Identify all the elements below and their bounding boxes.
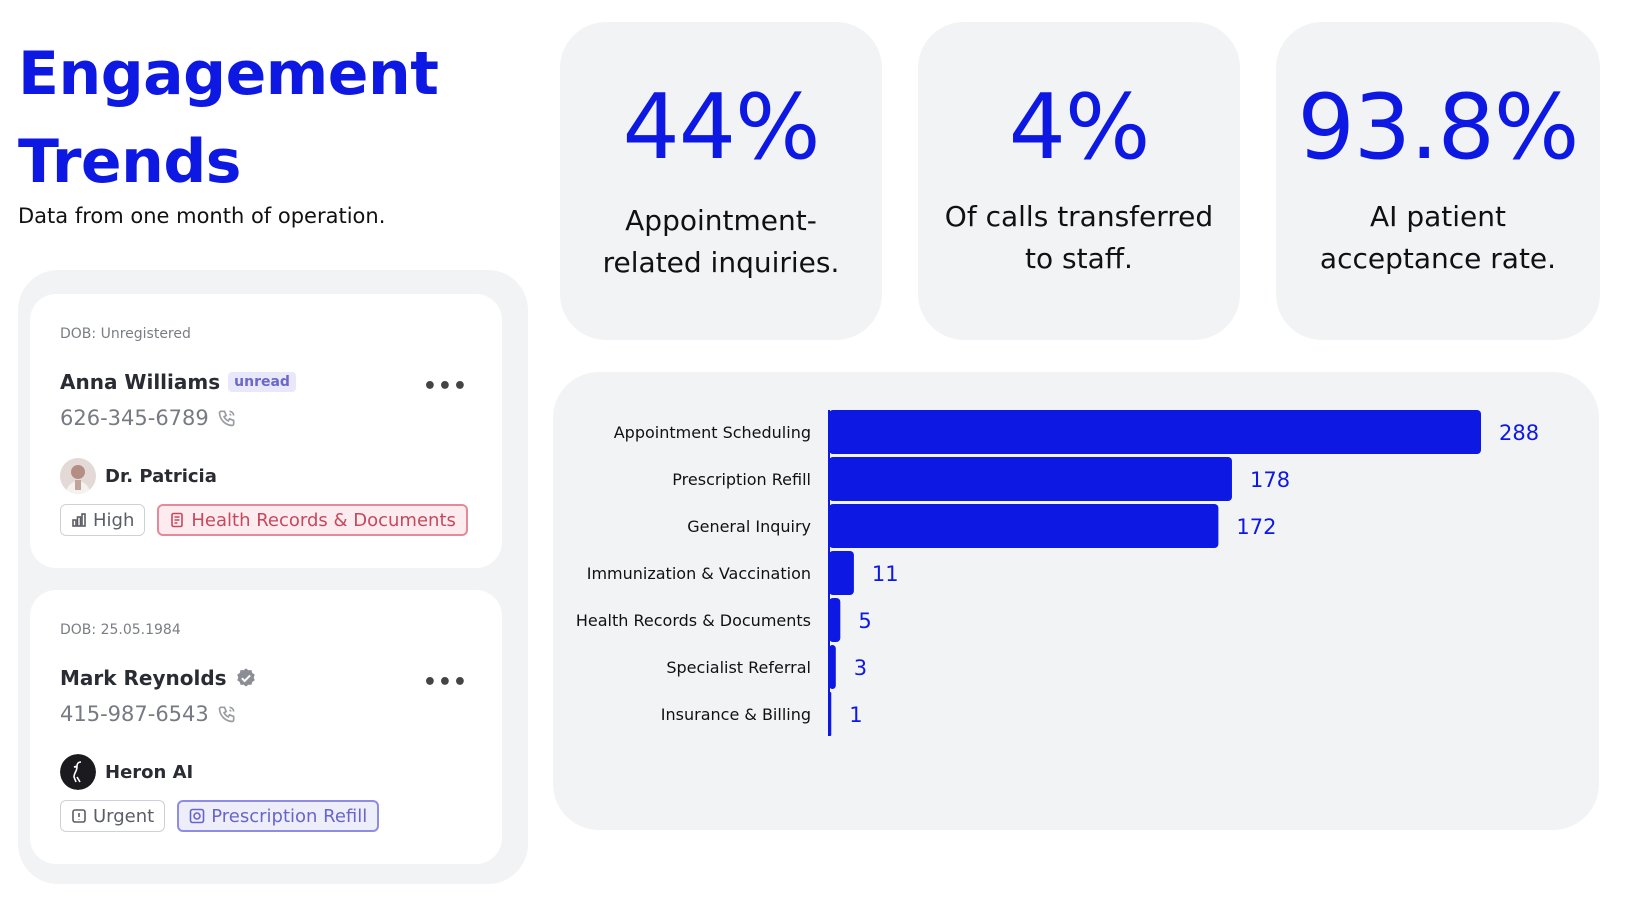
stat-description: AI patient acceptance rate. <box>1296 196 1580 280</box>
category-label: Specialist Referral <box>666 658 811 677</box>
category-label: Immunization & Vaccination <box>587 564 811 583</box>
bar-value-label: 1 <box>849 703 862 727</box>
assignee-name: Dr. Patricia <box>105 465 217 487</box>
bar-value-label: 178 <box>1250 468 1290 492</box>
phone-number: 415-987-6543 <box>60 702 209 726</box>
chart-bar <box>829 598 841 642</box>
category-label: Health Records & Documents <box>576 611 811 630</box>
stat-description: Appointment- related inquiries. <box>580 200 862 284</box>
assignee-row: Heron AI <box>60 754 193 790</box>
category-label: Appointment Scheduling <box>614 423 811 442</box>
chart-bar <box>829 457 1232 501</box>
category-tag[interactable]: Prescription Refill <box>177 800 380 832</box>
stat-value: 44% <box>622 75 820 180</box>
tag-row: High Health Records & Documents <box>60 504 468 536</box>
chart-bar <box>829 504 1219 548</box>
category-chart-panel: Appointment Scheduling 288 Prescription Re… <box>553 372 1599 830</box>
patient-name: Anna Williams <box>60 370 221 394</box>
document-icon <box>171 512 184 528</box>
avatar <box>60 458 96 494</box>
phone-row: 626-345-6789 <box>60 406 237 430</box>
stat-description: Of calls transferred to staff. <box>938 196 1220 280</box>
bar-chart-icon <box>72 513 86 527</box>
stat-description-line: to staff. <box>1025 242 1133 275</box>
phone-icon[interactable] <box>217 704 237 724</box>
stat-value: 4% <box>1008 75 1151 180</box>
patient-name-row: Mark Reynolds <box>60 666 257 690</box>
page-title-line-1: Engagement <box>18 39 439 109</box>
priority-label: Urgent <box>93 805 155 827</box>
priority-tag[interactable]: Urgent <box>60 800 166 832</box>
category-label: Prescription Refill <box>672 470 811 489</box>
phone-number: 626-345-6789 <box>60 406 209 430</box>
category-label: Prescription Refill <box>211 805 368 827</box>
bar-value-label: 172 <box>1236 515 1276 539</box>
tag-row: Urgent Prescription Refill <box>60 800 380 832</box>
stat-description-line: AI patient <box>1370 200 1506 233</box>
category-label: Health Records & Documents <box>191 509 456 531</box>
dob-label: DOB: 25.05.1984 <box>60 622 181 638</box>
heron-ai-avatar <box>60 754 96 790</box>
conversation-card[interactable]: DOB: Unregistered Anna Williams unread •… <box>30 294 502 568</box>
patient-name-row: Anna Williams unread <box>60 370 296 394</box>
stat-description-line: Appointment- <box>625 204 817 237</box>
conversation-list-panel: DOB: Unregistered Anna Williams unread •… <box>18 270 528 884</box>
priority-label: High <box>93 509 135 531</box>
page-subtitle: Data from one month of operation. <box>18 204 386 228</box>
conversation-card[interactable]: DOB: 25.05.1984 Mark Reynolds ••• 415-98… <box>30 590 502 864</box>
bar-value-label: 3 <box>854 656 867 680</box>
category-label: Insurance & Billing <box>661 705 811 724</box>
category-label: General Inquiry <box>687 517 811 536</box>
bar-value-label: 288 <box>1499 421 1539 445</box>
unread-badge: unread <box>228 372 296 392</box>
dob-label: DOB: Unregistered <box>60 326 191 342</box>
verified-icon <box>236 668 255 687</box>
bar-value-label: 11 <box>872 562 899 586</box>
phone-row: 415-987-6543 <box>60 702 237 726</box>
stat-description-line: acceptance rate. <box>1319 242 1557 275</box>
category-bar-chart: Appointment Scheduling 288 Prescription Re… <box>576 410 1539 736</box>
urgent-icon <box>72 809 86 823</box>
phone-icon[interactable] <box>217 408 237 428</box>
chart-bar <box>829 410 1481 454</box>
category-tag[interactable]: Health Records & Documents <box>157 504 468 536</box>
chart-bar <box>829 645 836 689</box>
stat-description-line: related inquiries. <box>602 246 840 279</box>
more-options-button[interactable]: ••• <box>422 374 468 399</box>
stat-card-transferred: 4% Of calls transferred to staff. <box>918 22 1240 340</box>
page-title: Engagement Trends <box>18 30 439 206</box>
patient-name: Mark Reynolds <box>60 666 227 690</box>
stat-card-appointment: 44% Appointment- related inquiries. <box>560 22 882 340</box>
assignee-name: Heron AI <box>105 761 194 783</box>
stat-description-line: Of calls transferred <box>944 200 1214 233</box>
priority-tag[interactable]: High <box>60 504 146 536</box>
assignee-row: Dr. Patricia <box>60 458 217 494</box>
bar-value-label: 5 <box>858 609 871 633</box>
pill-icon <box>189 808 205 824</box>
page-title-line-2: Trends <box>18 127 242 197</box>
chart-bar <box>829 692 832 736</box>
chart-bar <box>829 551 854 595</box>
more-options-button[interactable]: ••• <box>422 670 468 695</box>
stat-value: 93.8% <box>1297 75 1580 180</box>
stat-card-acceptance: 93.8% AI patient acceptance rate. <box>1276 22 1600 340</box>
